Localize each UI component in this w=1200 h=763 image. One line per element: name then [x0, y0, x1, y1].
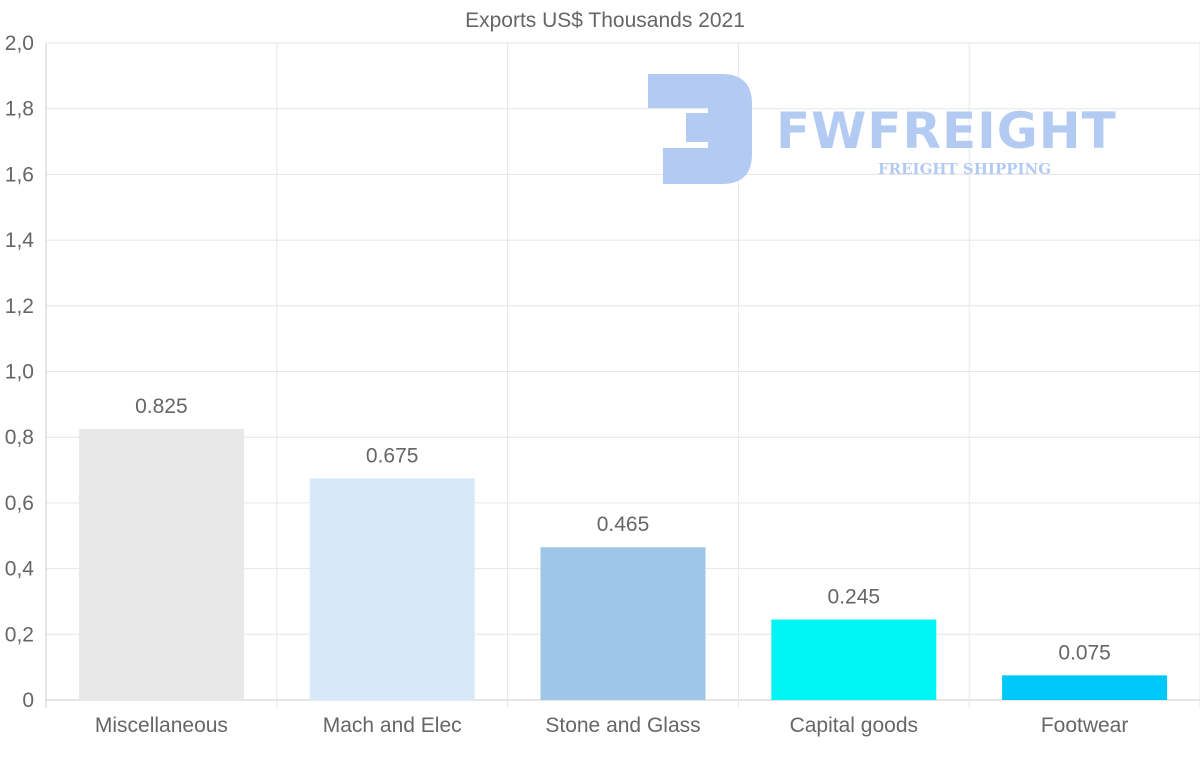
- y-tick-label: 0,6: [5, 492, 34, 515]
- x-axis: Miscellaneous Mach and Elec Stone and Glas…: [95, 714, 1129, 737]
- grid-lines: [45, 42, 1200, 708]
- data-label: 0.825: [135, 395, 188, 418]
- y-tick-label: 0,4: [5, 558, 35, 581]
- bars: [78, 428, 1168, 700]
- bar-capital-goods[interactable]: [771, 619, 937, 700]
- data-label: 0.675: [366, 444, 419, 467]
- data-label: 0.075: [1058, 641, 1111, 664]
- x-tick-label: Capital goods: [790, 714, 918, 737]
- x-tick-label: Miscellaneous: [95, 714, 228, 737]
- fwfreight-watermark: FWFREIGHT FREIGHT SHIPPING: [648, 74, 1117, 184]
- y-tick-label: 1,8: [5, 98, 34, 121]
- y-tick-label: 1,6: [5, 163, 34, 186]
- y-tick-label: 0,8: [5, 426, 34, 449]
- watermark-brand-name: FWFREIGHT: [776, 102, 1117, 160]
- bar-stone-and-glass[interactable]: [540, 547, 706, 700]
- bar-footwear[interactable]: [1002, 675, 1168, 700]
- bar-miscellaneous[interactable]: [78, 428, 244, 700]
- x-tick-label: Stone and Glass: [545, 714, 700, 737]
- data-label: 0.245: [828, 586, 881, 609]
- y-tick-label: 0: [22, 689, 34, 712]
- y-tick-label: 0,2: [5, 623, 34, 646]
- chart-title: Exports US$ Thousands 2021: [465, 9, 745, 32]
- y-axis: 0 0,2 0,4 0,6 0,8 1,0 1,2 1,4 1,6 1,8 2,0: [5, 32, 35, 712]
- data-label: 0.465: [597, 513, 650, 536]
- y-tick-label: 2,0: [5, 32, 34, 55]
- x-tick-label: Footwear: [1041, 714, 1129, 737]
- bar-mach-and-elec[interactable]: [309, 478, 475, 700]
- data-labels: 0.825 0.675 0.465 0.245 0.075: [135, 395, 1111, 664]
- x-tick-label: Mach and Elec: [323, 714, 462, 737]
- y-tick-label: 1,0: [5, 361, 34, 384]
- fwfreight-logo-icon: [648, 74, 752, 184]
- y-tick-label: 1,2: [5, 295, 34, 318]
- watermark-tagline: FREIGHT SHIPPING: [878, 160, 1051, 178]
- y-tick-label: 1,4: [5, 229, 35, 252]
